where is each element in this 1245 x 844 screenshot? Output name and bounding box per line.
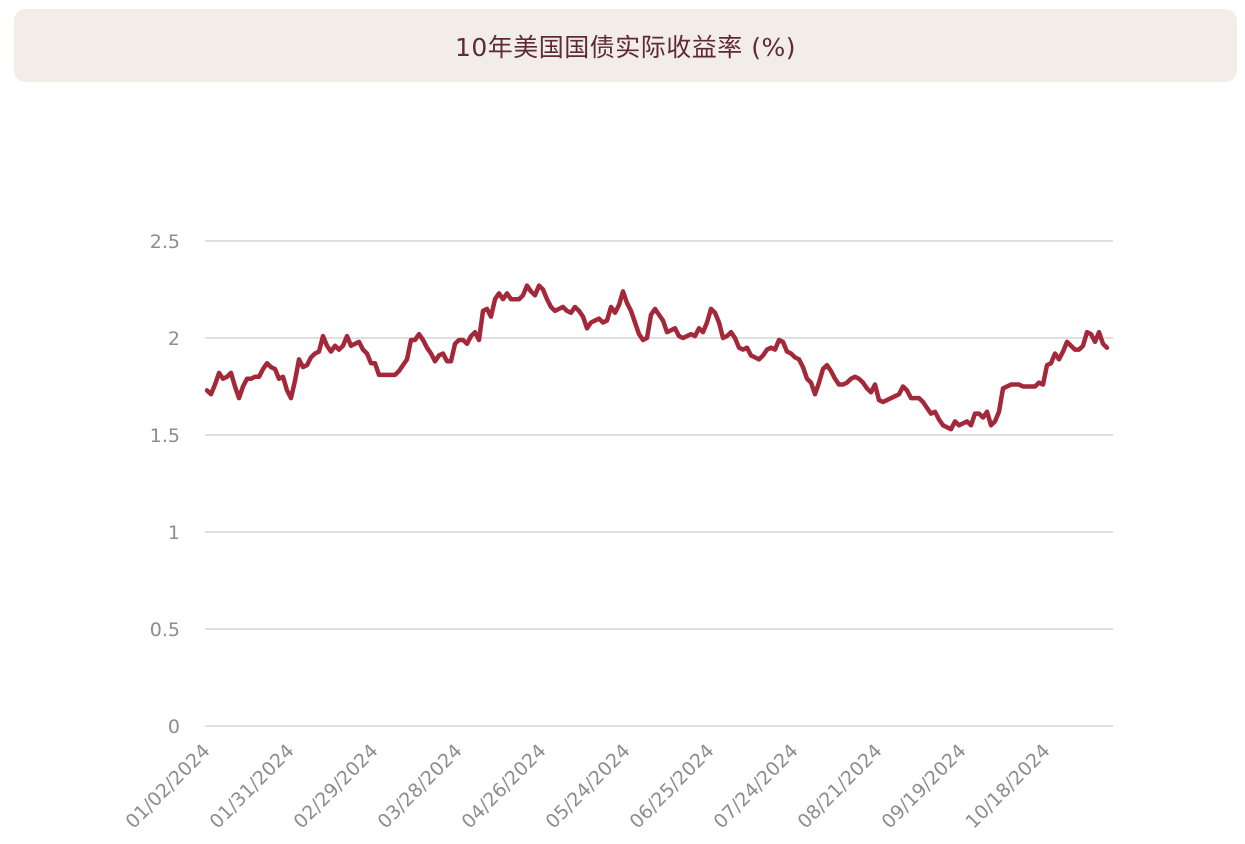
x-tick-label: 01/02/2024 <box>122 740 215 833</box>
x-tick-label: 01/31/2024 <box>206 740 299 833</box>
y-tick-label: 1 <box>168 522 180 544</box>
x-tick-label: 03/28/2024 <box>374 740 467 833</box>
x-tick-label: 06/25/2024 <box>626 740 719 833</box>
x-tick-label: 02/29/2024 <box>290 740 383 833</box>
x-tick-label: 04/26/2024 <box>458 740 551 833</box>
y-tick-label: 2.5 <box>150 231 180 253</box>
x-tick-label: 05/24/2024 <box>542 740 635 833</box>
chart-title: 10年美国国债实际收益率 (%) <box>454 32 797 62</box>
y-tick-label: 2 <box>168 328 180 350</box>
x-tick-label: 09/19/2024 <box>878 740 971 833</box>
x-tick-label: 10/18/2024 <box>962 740 1055 833</box>
x-tick-label: 08/21/2024 <box>794 740 887 833</box>
chart-title-bar: 10年美国国债实际收益率 (%) <box>14 9 1237 82</box>
y-tick-label: 0 <box>168 716 180 738</box>
series-line <box>204 283 1110 432</box>
y-tick-label: 1.5 <box>150 425 180 447</box>
y-tick-label: 0.5 <box>150 619 180 641</box>
x-tick-label: 07/24/2024 <box>710 740 803 833</box>
